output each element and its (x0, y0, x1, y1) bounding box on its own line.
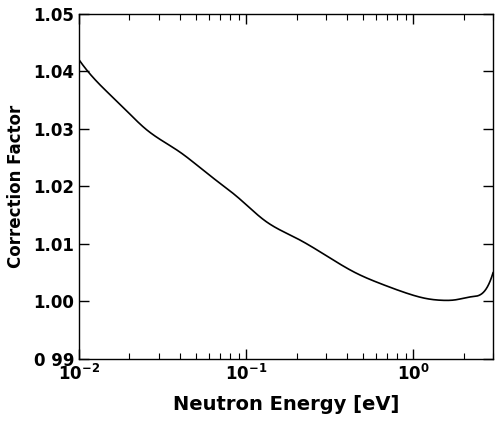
Y-axis label: Correction Factor: Correction Factor (7, 105, 25, 268)
X-axis label: Neutron Energy [eV]: Neutron Energy [eV] (173, 395, 400, 414)
